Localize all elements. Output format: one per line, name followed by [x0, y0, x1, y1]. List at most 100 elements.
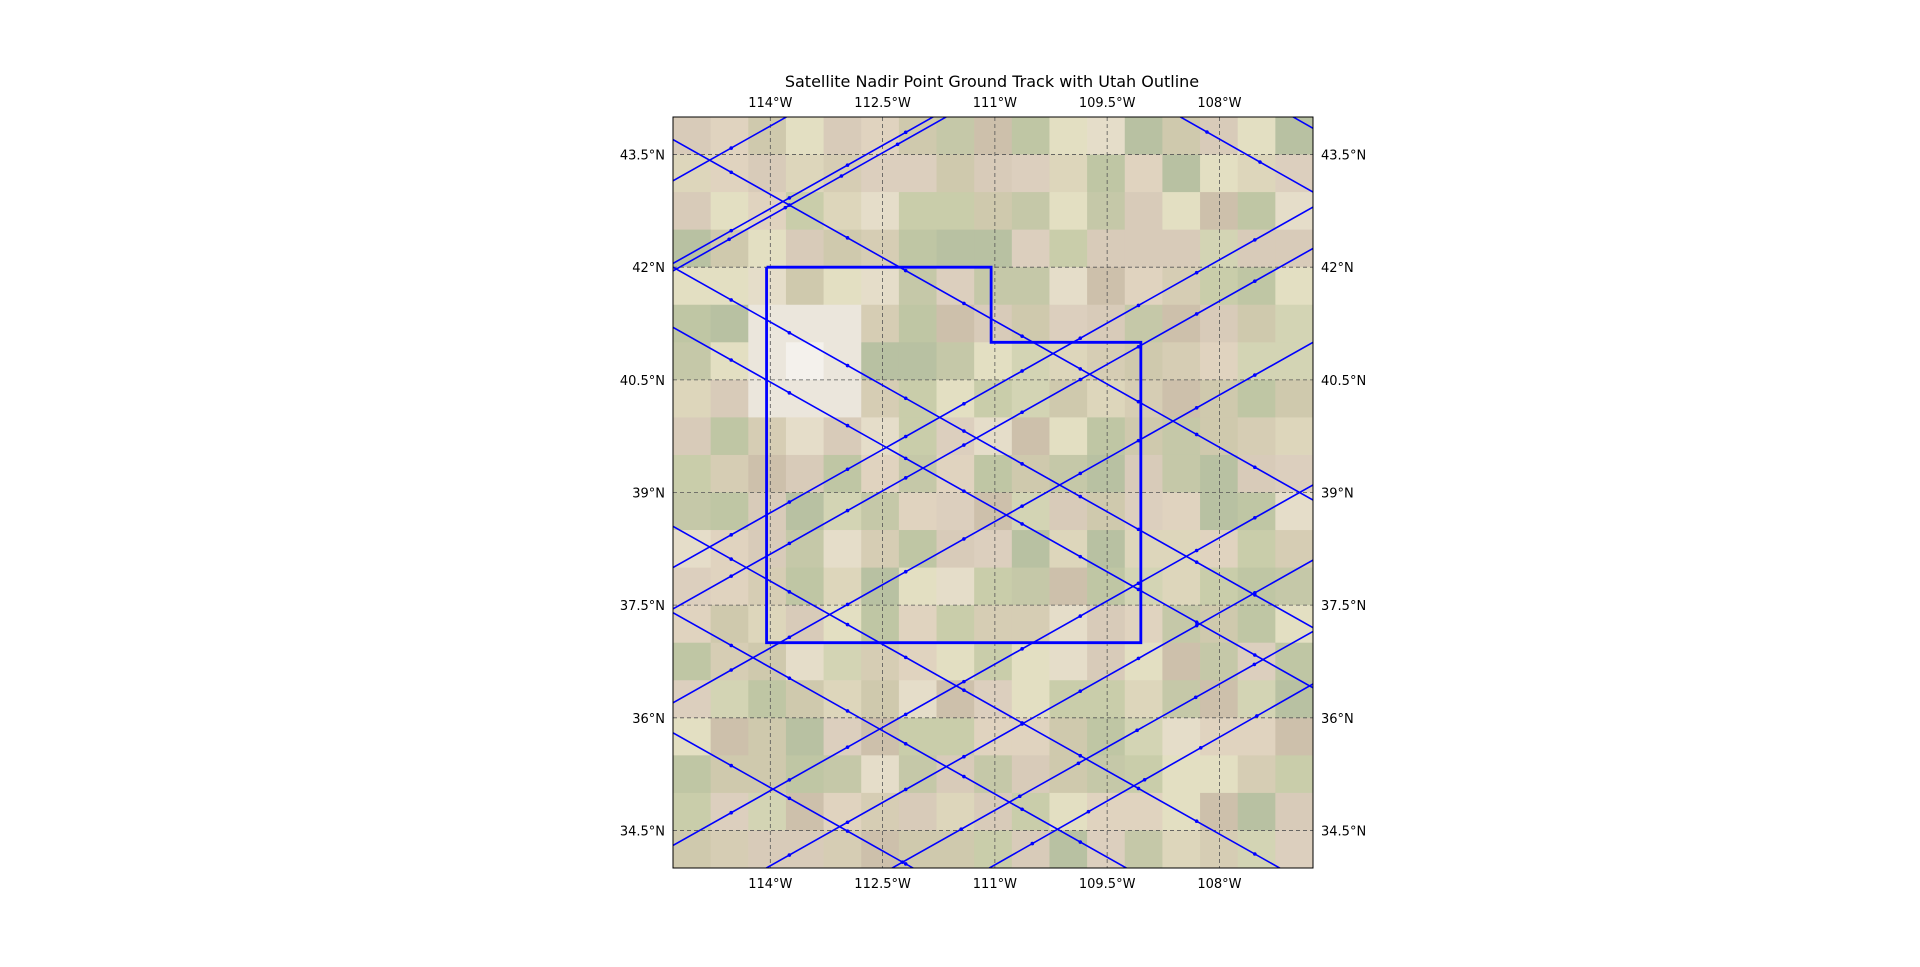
nadir-point: [1198, 746, 1203, 750]
utah-outline-group: [765, 265, 1143, 645]
nadir-point: [845, 745, 850, 749]
nadir-point: [787, 590, 792, 594]
nadir-point: [1137, 873, 1141, 877]
nadir-point: [1078, 753, 1083, 758]
basemap-tile: [1275, 642, 1313, 681]
basemap-tile: [1087, 267, 1126, 306]
nadir-point: [787, 676, 792, 681]
basemap-tile: [1087, 229, 1126, 268]
basemap-tile: [974, 717, 1013, 756]
nadir-point: [904, 48, 908, 52]
basemap-tile: [898, 267, 938, 306]
nadir-point: [1197, 29, 1201, 33]
basemap-tile: [1087, 192, 1126, 231]
basemap-tile: [898, 304, 938, 343]
basemap-tile: [710, 304, 749, 343]
nadir-point: [729, 533, 733, 537]
nadir-point: [903, 268, 908, 273]
basemap-tile: [785, 454, 825, 494]
basemap-tile: [1124, 830, 1164, 868]
basemap-tile: [1049, 229, 1088, 268]
lon-tick-label-top: 112.5°W: [854, 96, 911, 111]
ground-track-ascending: [673, 117, 935, 265]
basemap-tile: [974, 304, 1013, 343]
basemap-tile: [974, 192, 1013, 231]
nadir-point: [1136, 656, 1141, 661]
ground-track-descending: [673, 266, 1313, 629]
nadir-point: [962, 98, 966, 102]
basemap-tile: [748, 154, 787, 193]
basemap-tile: [673, 342, 712, 381]
basemap-tile: [936, 567, 975, 606]
nadir-point: [729, 170, 733, 175]
nadir-point: [1078, 32, 1082, 36]
nadir-point: [787, 541, 792, 546]
nadir-point: [729, 228, 733, 233]
basemap-tile: [1011, 792, 1051, 832]
nadir-point: [1253, 279, 1257, 283]
basemap-tile: [1049, 492, 1088, 531]
nadir-point: [1020, 722, 1024, 726]
basemap-tile: [1049, 117, 1088, 156]
nadir-point: [959, 827, 963, 831]
nadir-point: [845, 423, 850, 428]
basemap-tile: [1124, 717, 1164, 756]
basemap-tile: [861, 605, 900, 644]
lat-tick-label-left: 43.5°N: [620, 149, 665, 164]
basemap-tile: [673, 492, 712, 531]
nadir-point: [845, 236, 850, 240]
basemap-tile: [1275, 267, 1313, 306]
basemap-tile: [1275, 755, 1313, 794]
nadir-point: [845, 363, 850, 368]
ground-track-ascending: [673, 117, 948, 272]
basemap-tile: [748, 717, 787, 756]
basemap-tile: [823, 379, 862, 418]
nadir-point: [962, 429, 966, 433]
nadir-point: [1193, 695, 1198, 700]
basemap-tile: [936, 192, 975, 231]
basemap-tile: [823, 830, 862, 868]
tick-labels: 114°W 114°W 112.5°W 112.5°W 111°W 111°W 109.5°…: [620, 96, 1366, 892]
basemap-tile: [1124, 342, 1164, 381]
basemap-tile: [1200, 229, 1239, 268]
basemap-tile: [785, 755, 825, 794]
basemap-tile: [1237, 680, 1276, 719]
basemap-tile: [1124, 530, 1164, 569]
basemap-tile: [1200, 117, 1239, 156]
basemap-tile: [936, 830, 975, 868]
nadir-point: [1020, 334, 1024, 338]
basemap-tile: [861, 530, 900, 569]
basemap-tile: [710, 342, 749, 381]
basemap-tile: [1124, 454, 1164, 494]
basemap-tile: [823, 492, 862, 531]
nadir-point: [1046, 40, 1050, 44]
basemap-tile: [710, 717, 749, 756]
nadir-point: [962, 301, 966, 306]
basemap-tile: [1049, 567, 1088, 606]
nadir-point: [903, 787, 908, 792]
basemap-tile: [1124, 229, 1164, 268]
basemap-tile: [898, 642, 938, 681]
basemap-tile: [1275, 792, 1313, 832]
nadir-point: [845, 163, 850, 167]
nadir-point: [1078, 471, 1083, 476]
basemap-tile: [785, 117, 825, 156]
ground-track-ascending: [673, 247, 1313, 610]
basemap-tile: [823, 605, 862, 644]
ground-tracks: [673, 29, 1313, 932]
nadir-point: [1078, 689, 1083, 693]
basemap-tile: [974, 492, 1013, 531]
basemap-tile: [1162, 717, 1201, 756]
nadir-point: [1078, 554, 1083, 559]
nadir-point: [729, 574, 733, 578]
nadir-point: [1020, 928, 1024, 932]
basemap-tile: [1124, 492, 1164, 531]
nadir-point: [962, 401, 966, 406]
basemap-tile: [673, 379, 712, 418]
lat-tick-label-right: 42°N: [1321, 261, 1354, 276]
basemap-tile: [861, 154, 900, 193]
lat-tick-label-left: 40.5°N: [620, 374, 665, 389]
nadir-point: [787, 853, 792, 857]
nadir-point: [729, 298, 733, 302]
nadir-point: [1253, 238, 1257, 242]
